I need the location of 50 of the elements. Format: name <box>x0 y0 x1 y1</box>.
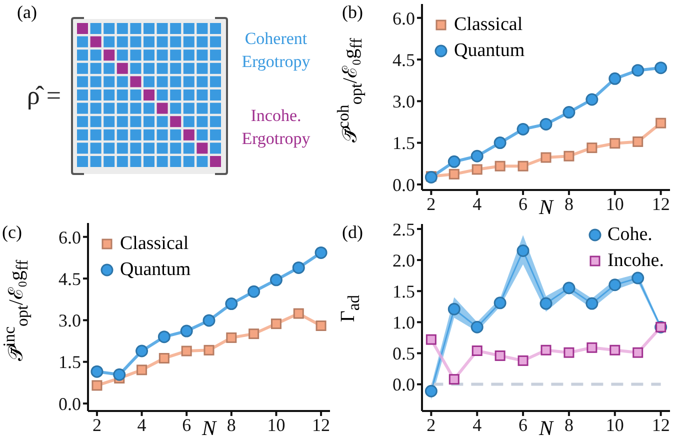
y-tick-label: 1.0 <box>392 312 415 333</box>
y-tick-label: 3.0 <box>392 92 415 112</box>
x-tick-label: 12 <box>312 414 330 435</box>
legend-label: Quantum <box>120 259 191 281</box>
y-tick-label: 1.5 <box>392 281 415 302</box>
y-tick-label: 2.0 <box>392 250 415 270</box>
x-tick-label: 10 <box>606 194 624 214</box>
y-tick-label: 6.0 <box>58 227 81 248</box>
x-tick-label: 2 <box>92 414 102 435</box>
text: Coherent Ergotropy <box>240 28 312 73</box>
y-tick-label: 0.0 <box>58 394 81 414</box>
y-tick-label: 1.5 <box>392 133 415 154</box>
legend-label: Cohe. <box>608 224 652 246</box>
y-tick-label: 3.0 <box>58 310 81 331</box>
x-tick-label: 8 <box>564 414 574 435</box>
y-tick-label: 2.5 <box>392 219 415 240</box>
y-tick-label: 0.5 <box>392 344 415 364</box>
legend-label: Classical <box>120 233 189 255</box>
x-axis-title: N <box>538 195 553 219</box>
x-tick-label: 2 <box>426 194 436 214</box>
y-tick-label: 0.0 <box>392 374 415 395</box>
chart-title: (c) <box>2 222 22 243</box>
x-tick-label: 6 <box>518 414 528 435</box>
x-tick-label: 12 <box>652 414 670 435</box>
y-tick-label: 1.5 <box>58 352 81 372</box>
x-tick-label: 12 <box>652 194 670 214</box>
x-tick-label: 4 <box>472 414 482 435</box>
x-tick-label: 8 <box>226 414 236 435</box>
x-tick-label: 10 <box>606 414 624 435</box>
y-tick-label: 4.5 <box>58 268 81 289</box>
legend-label: Quantum <box>454 40 525 62</box>
x-axis-title: N <box>202 416 216 440</box>
x-axis-title: N <box>538 416 553 440</box>
y-tick-label: 0.0 <box>392 174 415 195</box>
text: (a) <box>17 2 37 23</box>
x-tick-label: 6 <box>182 414 192 435</box>
y-tick-label: 4.5 <box>392 50 415 70</box>
chart-title: (b) <box>342 2 363 23</box>
text: Incohe. Ergotropy <box>240 105 312 150</box>
legend-label: Classical <box>454 14 523 36</box>
x-tick-label: 8 <box>564 194 574 214</box>
x-tick-label: 10 <box>267 414 286 435</box>
x-tick-label: 4 <box>137 414 146 435</box>
text: ρ̂ = <box>26 80 62 112</box>
chart-title: (d) <box>342 222 363 243</box>
x-tick-label: 6 <box>518 194 528 214</box>
x-tick-label: 4 <box>472 194 482 214</box>
legend-label: Incohe. <box>608 250 664 272</box>
y-tick-label: 6.0 <box>392 8 415 28</box>
x-tick-label: 2 <box>426 414 436 435</box>
